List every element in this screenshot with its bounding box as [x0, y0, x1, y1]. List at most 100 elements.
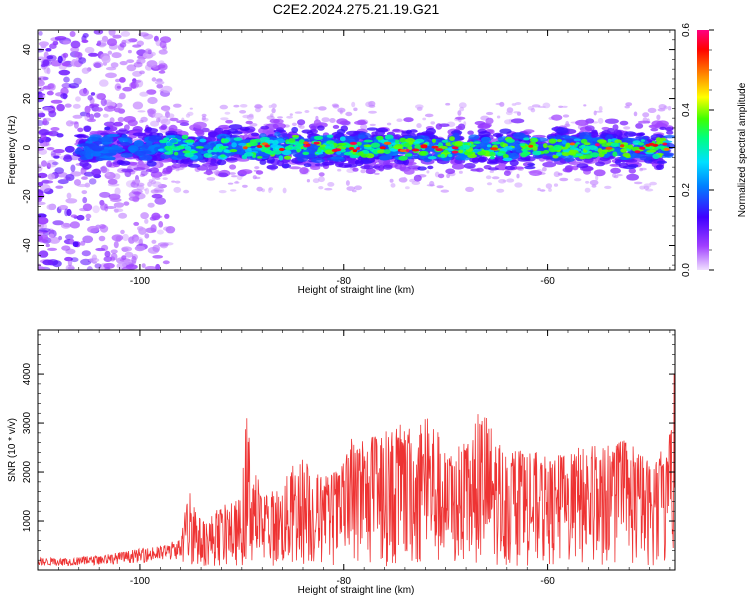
heatmap-cell — [255, 170, 264, 175]
heatmap-cell — [47, 173, 55, 180]
heatmap-cell — [448, 153, 453, 158]
heatmap-cell — [119, 137, 128, 143]
tick-label: -60 — [540, 276, 555, 287]
heatmap-cell — [348, 146, 355, 150]
heatmap-cell — [203, 144, 212, 149]
heatmap-cell — [141, 143, 149, 151]
heatmap-cell — [185, 139, 195, 143]
snr-xlabel: Height of straight line (km) — [298, 585, 415, 596]
heatmap-cell — [229, 172, 236, 175]
heatmap-cell — [564, 157, 575, 162]
heatmap-cell — [201, 127, 210, 133]
heatmap-cell — [140, 212, 149, 220]
heatmap-cell — [281, 163, 292, 169]
heatmap-cell — [92, 205, 100, 214]
heatmap-cell — [562, 114, 570, 118]
heatmap-cell — [144, 218, 149, 224]
heatmap-cell — [64, 103, 72, 108]
heatmap-cell — [486, 161, 499, 165]
heatmap-cell — [435, 123, 443, 130]
heatmap-cell — [139, 173, 146, 177]
chart-title: C2E2.2024.275.21.19.G21 — [273, 1, 440, 17]
heatmap-cell — [108, 30, 116, 36]
heatmap-cell — [207, 149, 212, 154]
heatmap-panel: -100 -80 -60 -40 -20 0 20 40 Height of straight… — [7, 29, 676, 296]
heatmap-cell — [585, 180, 590, 184]
heatmap-cell — [424, 113, 434, 118]
heatmap-cell — [612, 173, 617, 178]
heatmap-cell — [147, 202, 155, 208]
heatmap-cell — [156, 117, 161, 123]
heatmap-cell — [662, 140, 673, 143]
heatmap-cell — [595, 143, 600, 147]
heatmap-cell — [443, 149, 449, 154]
heatmap-cell — [239, 126, 250, 131]
heatmap-cell — [528, 144, 534, 148]
heatmap-cell — [514, 182, 523, 188]
heatmap-cell — [46, 55, 54, 60]
heatmap-band — [72, 114, 675, 182]
heatmap-cell — [575, 119, 589, 126]
heatmap-cell — [95, 93, 105, 100]
heatmap-cell — [475, 167, 484, 173]
heatmap-cell — [62, 223, 71, 228]
heatmap-cell — [404, 153, 413, 157]
heatmap-ticks: -100 -80 -60 -40 -20 0 20 40 — [22, 29, 675, 287]
heatmap-cell — [151, 239, 157, 244]
heatmap-cell — [156, 83, 163, 89]
heatmap-cell — [313, 135, 324, 140]
heatmap-cell — [56, 103, 65, 112]
heatmap-cell — [48, 110, 57, 118]
heatmap-cell — [154, 80, 165, 85]
heatmap-cell — [219, 104, 228, 110]
heatmap-cell — [486, 182, 493, 186]
heatmap-cell — [383, 141, 392, 145]
heatmap-cell — [140, 116, 148, 123]
heatmap-cell — [411, 181, 421, 185]
heatmap-cell — [165, 226, 176, 234]
heatmap-cell — [138, 227, 147, 235]
heatmap-cell — [114, 83, 122, 91]
heatmap-cell — [180, 144, 189, 147]
heatmap-cell — [221, 138, 230, 143]
heatmap-cell — [413, 141, 421, 144]
heatmap-cell — [88, 52, 99, 57]
heatmap-cell — [403, 176, 407, 183]
heatmap-cell — [281, 149, 292, 156]
heatmap-cell — [271, 107, 276, 114]
heatmap-cell — [178, 146, 185, 149]
heatmap-cell — [365, 101, 373, 108]
heatmap-cell — [398, 155, 408, 161]
heatmap-cell — [106, 38, 118, 47]
heatmap-cell — [421, 131, 434, 136]
heatmap-cell — [220, 154, 226, 158]
heatmap-cell — [84, 113, 89, 121]
heatmap-cell — [195, 146, 204, 149]
heatmap-cell — [345, 180, 350, 186]
heatmap-cell — [352, 167, 359, 172]
heatmap-cell — [45, 243, 50, 248]
heatmap-cell — [61, 62, 70, 67]
heatmap-cell — [38, 250, 49, 258]
heatmap-cell — [368, 110, 377, 114]
heatmap-cell — [122, 233, 129, 242]
heatmap-cell — [89, 134, 102, 139]
heatmap-cell — [121, 246, 133, 252]
heatmap-cell — [313, 106, 320, 110]
heatmap-cell — [393, 145, 403, 150]
heatmap-cell — [124, 39, 132, 44]
heatmap-cell — [561, 152, 570, 157]
heatmap-cell — [128, 38, 138, 43]
heatmap-cell — [119, 61, 128, 66]
heatmap-cell — [81, 190, 88, 195]
heatmap-cell — [542, 161, 557, 168]
heatmap-cell — [405, 149, 410, 152]
heatmap-cell — [130, 81, 137, 89]
heatmap-cell — [553, 171, 561, 178]
heatmap-cell — [332, 124, 340, 129]
heatmap-cell — [584, 187, 591, 193]
heatmap-cell — [491, 176, 500, 180]
heatmap-cell — [296, 149, 301, 153]
heatmap-cell — [147, 181, 153, 187]
heatmap-cell — [321, 117, 330, 123]
